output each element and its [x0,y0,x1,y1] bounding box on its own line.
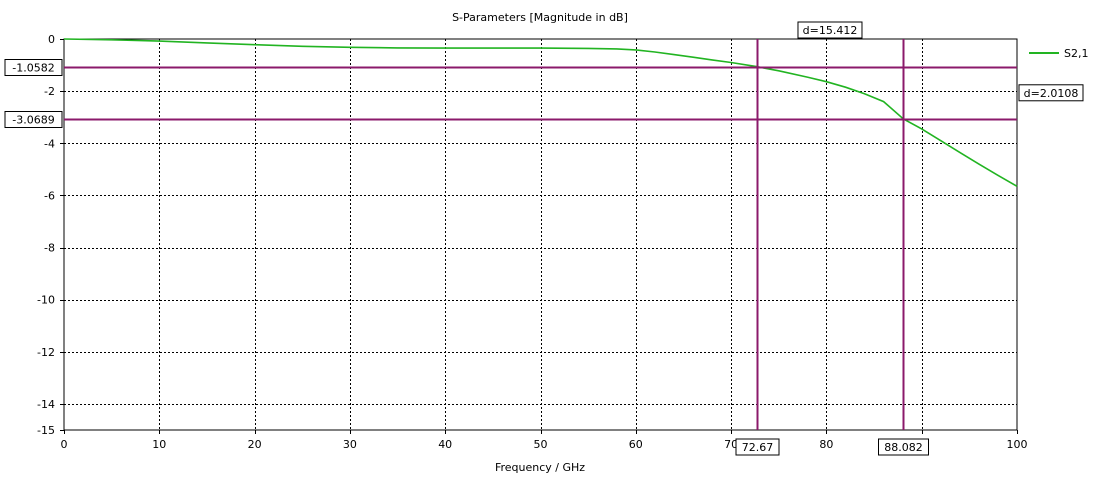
grid-layer [64,39,1017,430]
x-tick-label: 40 [438,438,452,451]
vertical-marker-label-2-box [878,438,929,456]
legend-label: S2,1 [1064,47,1088,60]
marker-layer[interactable]: -1.0582 -3.0689 72.67 88.082 d=15.412 d=2.010… [4,21,1084,456]
y-tick-label: 0 [48,33,55,46]
x-tick-label: 10 [152,438,166,451]
x-tick-label: 30 [343,438,357,451]
y-tick-label: -10 [37,294,55,307]
series-layer [63,38,1018,187]
x-tick-label: 70 [724,438,738,451]
chart-title: S-Parameters [Magnitude in dB] [452,11,628,24]
y-tick-label: -8 [44,242,55,255]
horizontal-marker-label-2-box [4,111,63,128]
x-tick-label: 50 [534,438,548,451]
legend: S2,1 [1029,47,1088,60]
y-delta-label: d=2.0108 [1018,84,1084,102]
vertical-marker-label-2-text: 88.082 [884,441,923,454]
horizontal-marker-label-1-box [4,59,63,76]
plot-frame [63,38,1018,431]
series-line-s21 [63,38,1018,187]
horizontal-marker-label-1: -1.0582 [4,59,63,76]
y-tick-label: -4 [44,137,55,150]
x-tick-label: 80 [819,438,833,451]
horizontal-marker-label-2: -3.0689 [4,111,63,128]
vertical-marker-label-1: 72.67 [735,438,780,456]
vertical-marker-label-2: 88.082 [878,438,929,456]
x-tick-label: 100 [1007,438,1028,451]
x-tick-label: 0 [61,438,68,451]
tick-labels: 01020304050607080901000-2-4-6-8-10-12-14… [37,33,1027,451]
y-tick-label: -6 [44,189,55,202]
x-axis-label: Frequency / GHz [495,461,585,474]
y-delta-label-text: d=2.0108 [1024,87,1079,100]
y-tick-label: -15 [37,424,55,437]
x-delta-label: d=15.412 [797,21,863,39]
y-delta-label-box [1018,84,1084,102]
horizontal-marker-label-2-text: -3.0689 [12,114,54,127]
vertical-marker-label-1-box [735,438,780,456]
vertical-marker-label-1-text: 72.67 [742,441,774,454]
x-tick-label: 60 [629,438,643,451]
x-delta-label-text: d=15.412 [803,24,858,37]
y-tick-label: -2 [44,85,55,98]
x-delta-label-box [797,21,863,39]
x-tick-label: 20 [248,438,262,451]
y-tick-label: -12 [37,346,55,359]
horizontal-marker-label-1-text: -1.0582 [12,62,54,75]
y-tick-label: -14 [37,398,55,411]
